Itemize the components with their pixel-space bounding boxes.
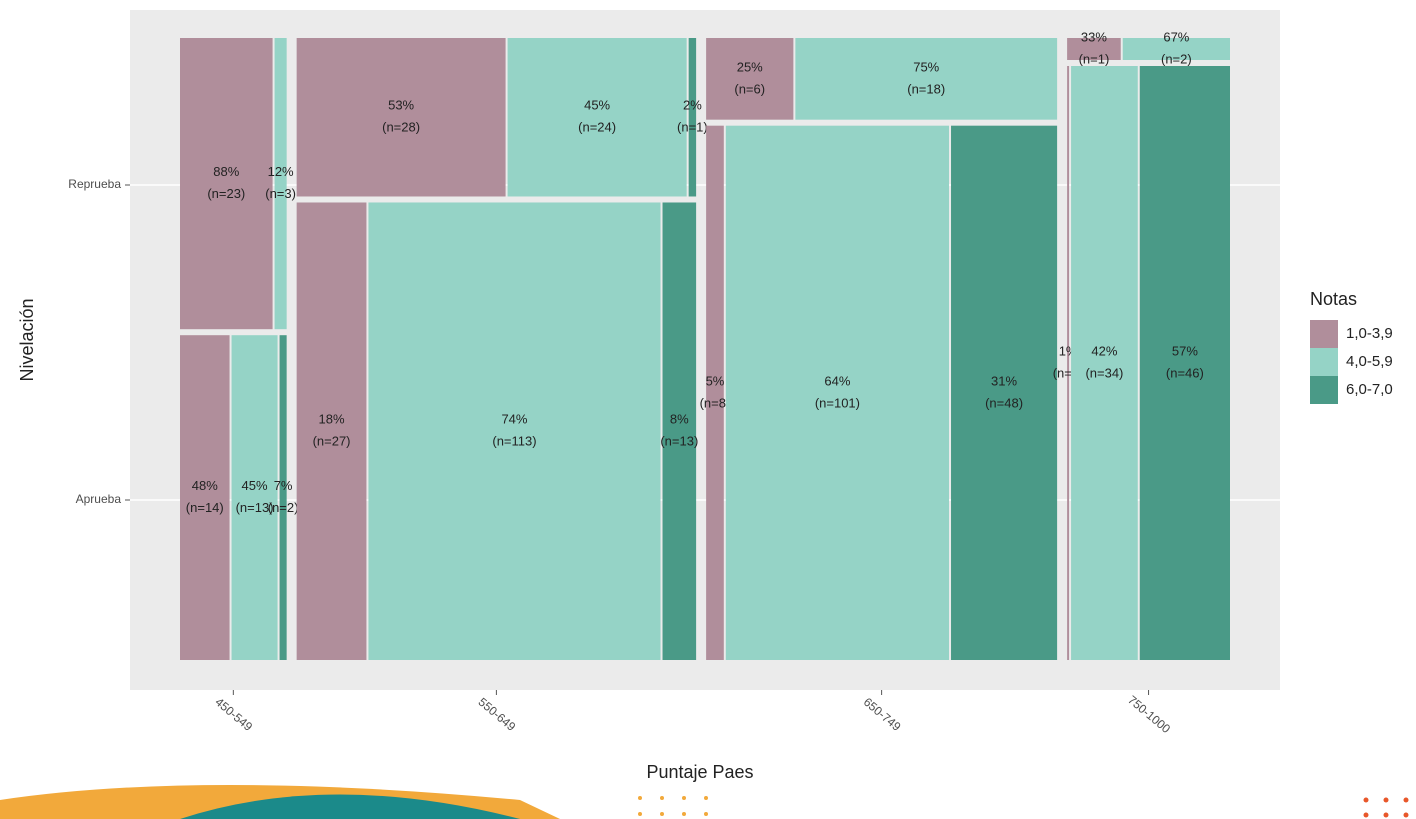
x-tick-label: 550-649 bbox=[476, 695, 519, 734]
percent-label: 74% bbox=[501, 412, 527, 427]
x-axis-title: Puntaje Paes bbox=[646, 762, 753, 782]
count-label: (n=13) bbox=[236, 500, 274, 515]
legend-title: Notas bbox=[1310, 289, 1357, 309]
percent-label: 75% bbox=[913, 59, 939, 74]
mosaic-cell bbox=[231, 335, 278, 660]
mosaic-cell bbox=[706, 125, 724, 660]
x-tick-label: 450-549 bbox=[212, 695, 255, 734]
percent-label: 31% bbox=[991, 373, 1017, 388]
count-label: (n=8) bbox=[700, 395, 731, 410]
legend-label: 4,0-5,9 bbox=[1346, 353, 1393, 370]
mosaic-cell bbox=[507, 38, 687, 197]
decoration bbox=[180, 794, 520, 819]
mosaic-cell bbox=[795, 38, 1058, 120]
legend-key bbox=[1310, 320, 1338, 348]
percent-label: 45% bbox=[242, 478, 268, 493]
count-label: (n=1) bbox=[1079, 51, 1110, 66]
decoration-dots bbox=[638, 796, 708, 816]
count-label: (n=113) bbox=[492, 434, 536, 449]
x-tick-label: 650-749 bbox=[861, 695, 904, 734]
decoration-dots bbox=[1363, 797, 1409, 818]
count-label: (n=23) bbox=[207, 186, 245, 201]
mosaic-cell bbox=[296, 202, 367, 660]
percent-label: 88% bbox=[213, 164, 239, 179]
mosaic-cell bbox=[279, 335, 287, 660]
mosaic-cell bbox=[662, 202, 697, 660]
percent-label: 45% bbox=[584, 98, 610, 113]
mosaic-cell bbox=[951, 125, 1058, 660]
count-label: (n=27) bbox=[313, 434, 351, 449]
percent-label: 2% bbox=[683, 98, 702, 113]
mosaic-cell bbox=[688, 38, 697, 197]
percent-label: 5% bbox=[706, 373, 725, 388]
mosaic-cell bbox=[706, 38, 794, 120]
percent-label: 53% bbox=[388, 98, 414, 113]
y-tick-label: Reprueba bbox=[68, 177, 121, 191]
count-label: (n=3) bbox=[265, 186, 296, 201]
percent-label: 67% bbox=[1163, 29, 1189, 44]
mosaic-cell bbox=[180, 335, 230, 660]
count-label: (n=48) bbox=[985, 395, 1023, 410]
mosaic-cell bbox=[296, 38, 506, 197]
mosaic-cell bbox=[180, 38, 273, 330]
percent-label: 12% bbox=[268, 164, 294, 179]
mosaic-cell bbox=[1122, 38, 1230, 60]
count-label: (n=2) bbox=[1161, 51, 1192, 66]
count-label: (n=34) bbox=[1085, 365, 1123, 380]
mosaic-cell bbox=[1067, 66, 1070, 660]
percent-label: 42% bbox=[1091, 343, 1117, 358]
percent-label: 57% bbox=[1172, 343, 1198, 358]
count-label: (n=6) bbox=[734, 81, 765, 96]
legend-key bbox=[1310, 348, 1338, 376]
count-label: (n=1) bbox=[677, 120, 708, 135]
count-label: (n=24) bbox=[578, 120, 616, 135]
percent-label: 25% bbox=[737, 59, 763, 74]
mosaic-cell bbox=[368, 202, 661, 660]
percent-label: 8% bbox=[670, 412, 689, 427]
y-tick-label: Aprueba bbox=[76, 492, 122, 506]
count-label: (n=46) bbox=[1166, 365, 1204, 380]
percent-label: 48% bbox=[192, 478, 218, 493]
count-label: (n=14) bbox=[186, 500, 224, 515]
mosaic-cell bbox=[274, 38, 287, 330]
legend-key bbox=[1310, 376, 1338, 404]
legend-label: 1,0-3,9 bbox=[1346, 325, 1393, 342]
percent-label: 33% bbox=[1081, 29, 1107, 44]
mosaic-cell bbox=[1071, 66, 1138, 660]
count-label: (n=101) bbox=[815, 395, 860, 410]
percent-label: 18% bbox=[319, 412, 345, 427]
mosaic-cell bbox=[1139, 66, 1230, 660]
mosaic-cell bbox=[1067, 38, 1121, 60]
x-tick-label: 750-1000 bbox=[1125, 693, 1173, 737]
count-label: (n=13) bbox=[660, 434, 698, 449]
legend-label: 6,0-7,0 bbox=[1346, 381, 1393, 398]
percent-label: 64% bbox=[824, 373, 850, 388]
y-axis-title: Nivelación bbox=[17, 298, 37, 381]
count-label: (n=28) bbox=[382, 120, 420, 135]
count-label: (n=18) bbox=[907, 81, 945, 96]
count-label: (n=2) bbox=[268, 500, 299, 515]
percent-label: 7% bbox=[274, 478, 293, 493]
mosaic-cell bbox=[725, 125, 950, 660]
